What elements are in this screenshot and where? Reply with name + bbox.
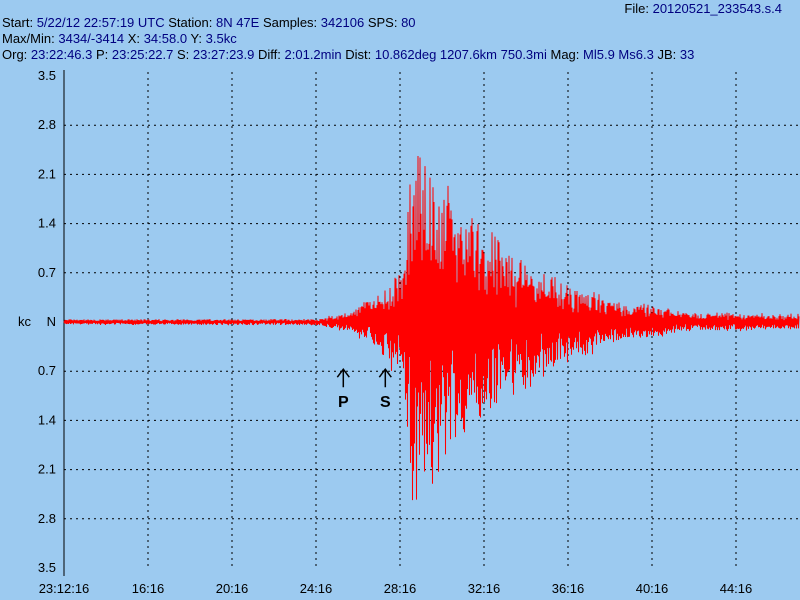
arrival-marker-s: S	[378, 367, 392, 411]
x-tick-label: 16:16	[132, 581, 165, 596]
axis-layer: kc 3.5 2.8 2.1 1.4 0.7 N 0.7 1.4 2.1 2.8 3.5 23:12:…	[18, 68, 752, 596]
mag-value: Ml5.9 Ms6.3	[583, 47, 654, 62]
samples-label: Samples:	[262, 15, 318, 30]
maxmin-value: 3434/-3414	[58, 31, 125, 46]
samples-value: 342106	[320, 15, 365, 30]
y-tick-label: 0.7	[38, 363, 56, 378]
p-label: P:	[96, 47, 109, 62]
p-value: 23:25:22.7	[111, 47, 174, 62]
file-label: File:	[624, 1, 649, 16]
x-tick-label: 28:16	[384, 581, 417, 596]
jb-value: 33	[679, 47, 695, 62]
y-tick-label: 1.4	[38, 412, 56, 427]
y-value: 3.5kc	[205, 31, 237, 46]
x-tick-label: 36:16	[552, 581, 585, 596]
header-line-maxmin: Max/Min: 3434/-3414 X: 34:58.0 Y: 3.5kc	[2, 31, 237, 47]
arrow-icon	[378, 367, 392, 388]
sps-value: 80	[401, 15, 416, 30]
diff-label: Diff:	[258, 47, 281, 62]
org-label: Org:	[2, 47, 28, 62]
x-tick-label: 32:16	[468, 581, 501, 596]
y-tick-label: 2.8	[38, 511, 56, 526]
arrival-marker-p: P	[336, 367, 350, 411]
org-value: 23:22:46.3	[30, 47, 93, 62]
file-value: 20120521_233543.s.4	[652, 1, 782, 16]
diff-value: 2:01.2min	[284, 47, 342, 62]
sps-label: SPS:	[367, 15, 398, 30]
start-value: 5/22/12 22:57:19 UTC	[36, 15, 165, 30]
header-line-origin: Org: 23:22:46.3 P: 23:25:22.7 S: 23:27:2…	[2, 47, 694, 63]
start-label: Start:	[2, 15, 34, 30]
y-tick-label: 0.7	[38, 265, 56, 280]
y-tick-label: 2.1	[38, 462, 56, 477]
arrival-label: S	[380, 394, 391, 411]
y-tick-label: 2.8	[38, 117, 56, 132]
x-tick-label: 24:16	[300, 581, 333, 596]
x-tick-label: 40:16	[636, 581, 669, 596]
y-label: Y:	[190, 31, 203, 46]
x-tick-label: 20:16	[216, 581, 249, 596]
arrival-label: P	[338, 394, 349, 411]
y-tick-label: 2.1	[38, 166, 56, 181]
maxmin-label: Max/Min:	[2, 31, 55, 46]
header-line-start: Start: 5/22/12 22:57:19 UTC Station: 8N …	[2, 15, 416, 31]
arrow-icon	[336, 367, 350, 388]
mag-label: Mag:	[550, 47, 580, 62]
dist-label: Dist:	[345, 47, 372, 62]
y-tick-label: 3.5	[38, 560, 56, 575]
dist-value: 10.862deg 1207.6km 750.3mi	[374, 47, 547, 62]
x-tick-label: 23:12:16	[39, 581, 90, 596]
trace-layer	[63, 155, 800, 501]
s-label: S:	[177, 47, 190, 62]
jb-label: JB:	[657, 47, 677, 62]
s-value: 23:27:23.9	[192, 47, 255, 62]
y-axis-label: kc	[18, 314, 32, 329]
x-tick-label: 44:16	[720, 581, 753, 596]
seismic-trace	[63, 155, 800, 501]
y-tick-label: 3.5	[38, 68, 56, 83]
station-value: 8N 47E	[215, 15, 260, 30]
x-value: 34:58.0	[143, 31, 188, 46]
x-label: X:	[127, 31, 141, 46]
station-label: Station:	[168, 15, 213, 30]
y-tick-label: N	[47, 314, 56, 329]
file-info: File: 20120521_233543.s.4	[624, 1, 782, 17]
y-tick-label: 1.4	[38, 216, 56, 231]
